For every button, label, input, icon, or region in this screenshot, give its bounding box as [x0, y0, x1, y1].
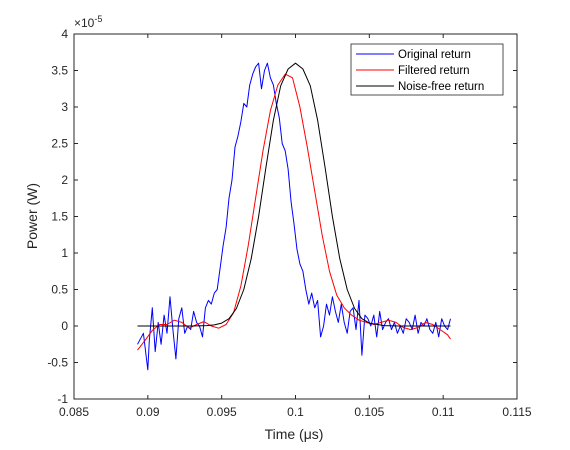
- y-tick-label: 1: [61, 246, 68, 260]
- legend-label-noise-free-return: Noise-free return: [398, 81, 484, 93]
- series-line-original-return: [137, 62, 451, 371]
- x-tick-label: 0.1: [287, 405, 304, 419]
- y-tick-label: -1: [57, 392, 68, 406]
- x-tick-label: 0.115: [502, 405, 531, 419]
- y-exponent-base: ×10: [74, 16, 95, 30]
- legend: Original return Filtered return Noise-free…: [350, 43, 504, 96]
- y-tick-label: 0: [61, 319, 68, 333]
- y-tick-label: 1.5: [51, 210, 68, 224]
- y-tick-label: -0.5: [47, 356, 68, 370]
- y-exponent-label: ×10-5: [74, 14, 102, 30]
- y-tick-label: 3.5: [51, 64, 68, 78]
- series-layer: [137, 62, 451, 371]
- legend-label-original-return: Original return: [398, 49, 471, 61]
- legend-label-filtered-return: Filtered return: [398, 65, 470, 77]
- y-tick-label: 2.5: [51, 137, 68, 151]
- series-line-filtered-return: [137, 73, 451, 351]
- y-axis-label: Power (W): [24, 183, 40, 249]
- y-tick-label: 0.5: [51, 283, 68, 297]
- x-tick-label: 0.105: [354, 405, 384, 419]
- tick-labels-layer: 0.085 0.09 0.095 0.1 0.105 0.11 0.115 -1 -0.5 0 0.…: [47, 27, 532, 419]
- y-tick-label: 3: [61, 100, 68, 114]
- x-tick-label: 0.11: [432, 405, 455, 419]
- series-line-noise-free-return: [137, 62, 451, 327]
- y-exponent-power: -5: [94, 14, 102, 24]
- x-tick-label: 0.085: [59, 405, 89, 419]
- y-tick-label: 2: [61, 173, 68, 187]
- y-tick-label: 4: [61, 27, 68, 41]
- ticks-layer: [73, 33, 518, 400]
- x-tick-label: 0.09: [136, 405, 160, 419]
- x-axis-label: Time (μs): [265, 426, 324, 442]
- x-tick-label: 0.095: [207, 405, 237, 419]
